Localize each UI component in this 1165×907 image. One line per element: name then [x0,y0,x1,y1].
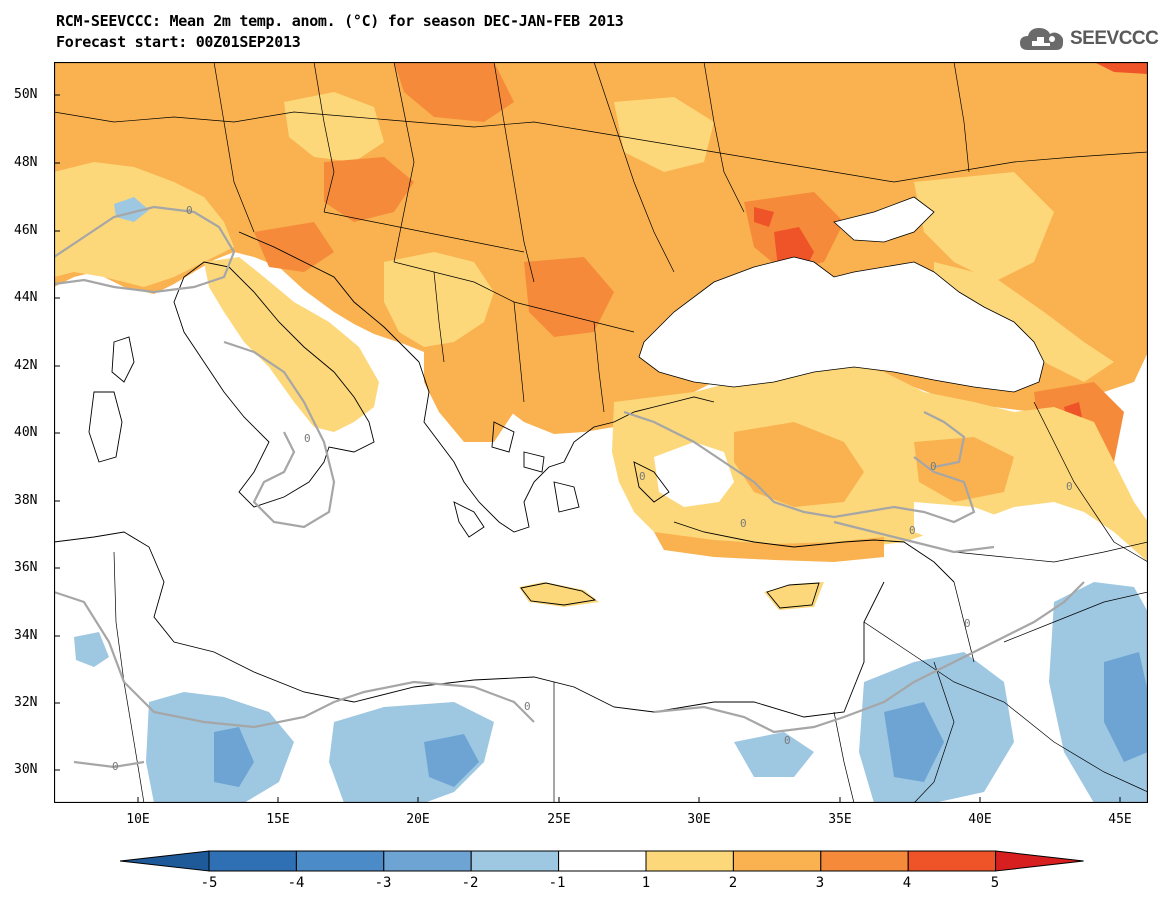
colorbar-segment [732,850,822,872]
cool2-area-libya [214,727,254,787]
warm3-area-hungary [324,157,414,222]
contour-label: 0 [909,524,916,537]
seevccc-logo: SEEVCCC [1018,24,1159,54]
contour-label: 0 [740,517,747,530]
warm2-area-turkey-east [914,437,1014,502]
cool2-area-saudi [884,702,944,782]
contour-label: 0 [964,617,971,630]
colorbar-tick-label: -3 [374,875,392,891]
contour-label: 0 [784,734,791,747]
black-sea [638,256,1045,393]
neutral-area-turkey-east [914,502,1014,547]
cool-anomaly-area-sinai [734,732,814,777]
contour-label: 0 [639,470,646,483]
lon-label: 25E [547,812,571,827]
colorbar-high-arrow [995,850,1084,872]
map-title: RCM-SEEVCCC: Mean 2m temp. anom. (°C) fo… [56,12,624,30]
cool2-area-egypt [424,734,479,787]
warm1-area-germany [284,92,384,162]
lat-label: 36N [14,560,38,575]
country-borders [54,62,1148,803]
lat-label: 30N [14,762,38,777]
lat-label: 48N [14,155,38,170]
cloud-logo-icon [1020,28,1064,50]
warm1-area-alps [54,162,234,287]
warm1-area-poland [614,97,714,172]
warm3-area-romania [524,257,614,337]
cool2-area-iraq [1104,652,1148,762]
coastlines [54,231,955,718]
logo-text: SEEVCCC [1070,28,1159,49]
warm1-area-balkans [384,252,494,347]
colorbar-tick-label: 3 [815,875,825,891]
lon-label: 35E [828,812,852,827]
colorbar-tick-label: 1 [641,875,651,891]
contour-label: 0 [112,760,119,773]
neutral-area-turkey [654,442,734,507]
warm2-area-turkey-center [734,422,864,507]
contour-label: 0 [1066,480,1073,493]
colorbar-tick-label: -2 [461,875,479,891]
warm3-area-slovakia [394,62,514,122]
lat-label: 32N [14,695,38,710]
colorbar-segment [820,850,909,872]
sea-of-azov [833,196,935,243]
anomaly-map: 0 0 0 0 0 0 0 0 0 0 0 [54,62,1148,803]
colorbar-low-arrow [120,850,210,872]
contour-label: 0 [930,460,937,473]
colorbar-segment [645,850,734,872]
warm1-area-cyprus [764,582,824,610]
contour-labels: 0 0 0 0 0 0 0 0 0 0 0 [112,204,1073,773]
colorbar-segment [208,850,297,872]
colorbar-tick-label: -5 [200,875,218,891]
colorbar-segment [470,850,560,872]
warm1-area-italy [204,257,379,432]
colorbar-tick-label: 2 [728,875,738,891]
lat-label: 34N [14,628,38,643]
lon-label: 30E [687,812,711,827]
contour-label: 0 [186,204,193,217]
lat-label: 38N [14,493,38,508]
contour-label: 0 [304,432,311,445]
colorbar-segment [558,850,647,872]
lat-label: 46N [14,223,38,238]
warm2-area-south-coast [654,532,884,562]
lat-label: 40N [14,425,38,440]
lon-label: 20E [406,812,430,827]
contour-label: 0 [524,700,531,713]
forecast-start-label: Forecast start: 00Z01SEP2013 [56,33,301,51]
lat-label: 50N [14,87,38,102]
map-ticks [54,94,1121,803]
warm1-area-caucasus [934,262,1114,382]
warm3-area-croatia [254,222,334,272]
colorbar-tick-label: -1 [548,875,566,891]
colorbar-tick-label: 4 [902,875,912,891]
lon-label: 15E [266,812,290,827]
colorbar-segment [383,850,472,872]
lat-label: 42N [14,358,38,373]
warm-anomaly-area-turkey [612,362,1148,562]
colorbar-tick-label: 5 [990,875,1000,891]
lon-label: 10E [126,812,150,827]
warm2-area-greece [424,352,514,442]
lon-label: 45E [1108,812,1132,827]
cool-anomaly-area-tunisia [74,632,109,667]
colorbar-tick-label: -4 [287,875,305,891]
warm1-area-crete [519,582,599,607]
warm4-area-ne-corner [1094,62,1148,74]
warm4-area-azov [754,207,774,227]
lon-label: 40E [968,812,992,827]
colorbar [120,850,1084,872]
lat-label: 44N [14,290,38,305]
colorbar-segment [295,850,385,872]
zero-contours [54,205,1085,769]
colorbar-segment [907,850,997,872]
warm1-area-russia [914,172,1054,282]
